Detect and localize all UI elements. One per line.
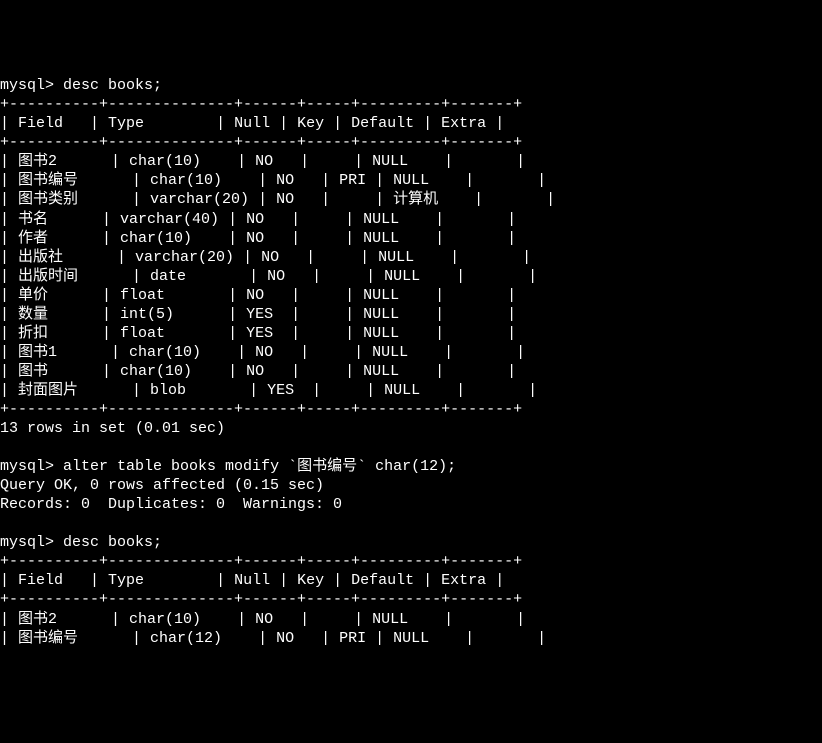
cell: YES	[246, 325, 273, 342]
cell: NO	[246, 230, 264, 247]
cell: char(10)	[129, 153, 201, 170]
alter-result2: Records: 0 Duplicates: 0 Warnings: 0	[0, 496, 342, 513]
cell: 出版时间	[18, 268, 78, 285]
cell: NO	[255, 611, 273, 628]
cell: char(10)	[129, 344, 201, 361]
cell: float	[120, 287, 165, 304]
cell: 数量	[18, 306, 48, 323]
cell: NULL	[372, 153, 408, 170]
cell: 折扣	[18, 325, 48, 342]
cell: 作者	[18, 230, 48, 247]
cell: 图书编号	[18, 172, 78, 189]
cell: NULL	[363, 325, 399, 342]
cell: int(5)	[120, 306, 174, 323]
hdr-type: Type	[108, 572, 144, 589]
prompt: mysql>	[0, 77, 54, 94]
hdr-field: Field	[18, 115, 63, 132]
cell: NO	[276, 172, 294, 189]
hdr-default: Default	[351, 572, 414, 589]
cell: NULL	[363, 287, 399, 304]
cell: YES	[246, 306, 273, 323]
cell: PRI	[339, 630, 366, 647]
cell: 封面图片	[18, 382, 78, 399]
rowcount: 13 rows in set (0.01 sec)	[0, 420, 225, 437]
cell: NULL	[372, 611, 408, 628]
alter-result1: Query OK, 0 rows affected (0.15 sec)	[0, 477, 324, 494]
cell: 计算机	[393, 191, 438, 208]
cell: varchar(20)	[150, 191, 249, 208]
mysql-terminal: mysql> desc books; +----------+---------…	[0, 76, 822, 647]
cmd-desc2: desc books;	[63, 534, 162, 551]
prompt: mysql>	[0, 458, 54, 475]
cell: float	[120, 325, 165, 342]
cell: char(12)	[150, 630, 222, 647]
cell: NO	[276, 630, 294, 647]
cell: char(10)	[150, 172, 222, 189]
cell: NULL	[393, 172, 429, 189]
cell: NULL	[378, 249, 414, 266]
prompt: mysql>	[0, 534, 54, 551]
cell: NULL	[363, 230, 399, 247]
cell: 图书类别	[18, 191, 78, 208]
cell: 图书	[18, 363, 48, 380]
cell: 图书1	[18, 344, 57, 361]
cell: char(10)	[120, 363, 192, 380]
cell: date	[150, 268, 186, 285]
cell: NULL	[393, 630, 429, 647]
cell: 单价	[18, 287, 48, 304]
cell: NO	[246, 363, 264, 380]
cell: 图书2	[18, 153, 57, 170]
cell: NO	[261, 249, 279, 266]
cell: NULL	[384, 268, 420, 285]
hdr-extra: Extra	[441, 572, 486, 589]
cmd-desc1: desc books;	[63, 77, 162, 94]
cell: char(10)	[129, 611, 201, 628]
cell: blob	[150, 382, 186, 399]
cell: YES	[267, 382, 294, 399]
hdr-key: Key	[297, 115, 324, 132]
cell: 图书2	[18, 611, 57, 628]
cell: NO	[246, 211, 264, 228]
cell: NO	[255, 344, 273, 361]
cell: PRI	[339, 172, 366, 189]
cell: NO	[255, 153, 273, 170]
cell: varchar(20)	[135, 249, 234, 266]
cell: varchar(40)	[120, 211, 219, 228]
cell: NULL	[363, 306, 399, 323]
cell: NULL	[363, 363, 399, 380]
cell: 书名	[18, 211, 48, 228]
hdr-field: Field	[18, 572, 63, 589]
cell: NO	[276, 191, 294, 208]
hdr-null: Null	[234, 572, 270, 589]
cell: NO	[246, 287, 264, 304]
cell: NULL	[363, 211, 399, 228]
cell: 图书编号	[18, 630, 78, 647]
cell: NO	[267, 268, 285, 285]
hdr-default: Default	[351, 115, 414, 132]
hdr-type: Type	[108, 115, 144, 132]
cell: 出版社	[18, 249, 63, 266]
hdr-key: Key	[297, 572, 324, 589]
cell: char(10)	[120, 230, 192, 247]
cell: NULL	[384, 382, 420, 399]
hdr-extra: Extra	[441, 115, 486, 132]
cmd-alter: alter table books modify `图书编号` char(12)…	[63, 458, 456, 475]
hdr-null: Null	[234, 115, 270, 132]
cell: NULL	[372, 344, 408, 361]
